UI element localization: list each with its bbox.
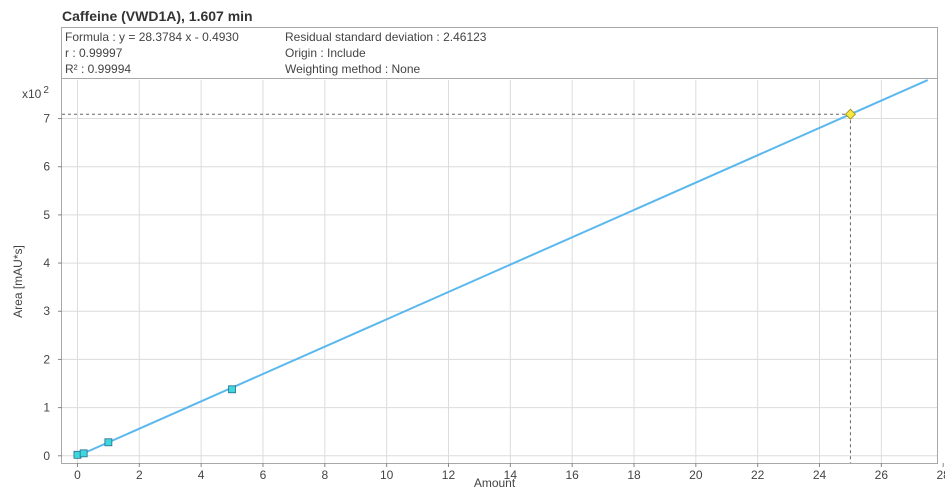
y-tick-label: 1 <box>43 401 50 415</box>
x-tick-label: 10 <box>380 468 394 482</box>
regression-stats-box: Formula : y = 28.3784 x - 0.4930 r : 0.9… <box>61 27 938 79</box>
x-axis-label: Amount <box>474 476 516 489</box>
calibration-point <box>79 449 88 458</box>
x-tick-label: 28 <box>937 468 945 482</box>
formula-text: Formula : y = 28.3784 x - 0.4930 <box>65 30 239 44</box>
x-tick-label: 8 <box>321 468 328 482</box>
x-tick-label: 18 <box>627 468 641 482</box>
chart-title: Caffeine (VWD1A), 1.607 min <box>62 8 253 24</box>
x-tick-label: 22 <box>751 468 765 482</box>
y-tick-label: 0 <box>43 449 50 463</box>
y-tick-label: 4 <box>43 256 50 270</box>
origin-text: Origin : Include <box>285 46 366 60</box>
y-multiplier-label: x10 2 <box>22 85 49 101</box>
y-axis-label: Area [mAU*s] <box>11 245 25 318</box>
x-tick-label: 12 <box>442 468 456 482</box>
r-squared-text: R² : 0.99994 <box>65 62 132 76</box>
y-tick-label: 2 <box>43 352 50 366</box>
y-tick-label: 3 <box>43 304 50 318</box>
x-tick-label: 4 <box>198 468 205 482</box>
x-tick-label: 2 <box>136 468 143 482</box>
calibration-point <box>104 438 113 447</box>
residual-std-dev-text: Residual standard deviation : 2.46123 <box>285 30 487 44</box>
plot-frame <box>61 79 938 464</box>
x-tick-label: 0 <box>74 468 81 482</box>
sample-point <box>844 108 856 120</box>
calibration-fit-line <box>77 79 929 457</box>
y-tick-label: 5 <box>43 208 50 222</box>
weighting-method-text: Weighting method : None <box>285 62 421 76</box>
x-tick-label: 16 <box>565 468 579 482</box>
r-value-text: r : 0.99997 <box>65 46 123 60</box>
y-tick-label: 7 <box>43 112 50 126</box>
x-tick-label: 6 <box>260 468 267 482</box>
x-tick-label: 24 <box>813 468 827 482</box>
x-tick-label: 14 <box>504 468 518 482</box>
y-tick-label: 6 <box>43 160 50 174</box>
x-tick-label: 26 <box>875 468 889 482</box>
x-tick-label: 20 <box>689 468 703 482</box>
calibration-point <box>228 385 236 394</box>
